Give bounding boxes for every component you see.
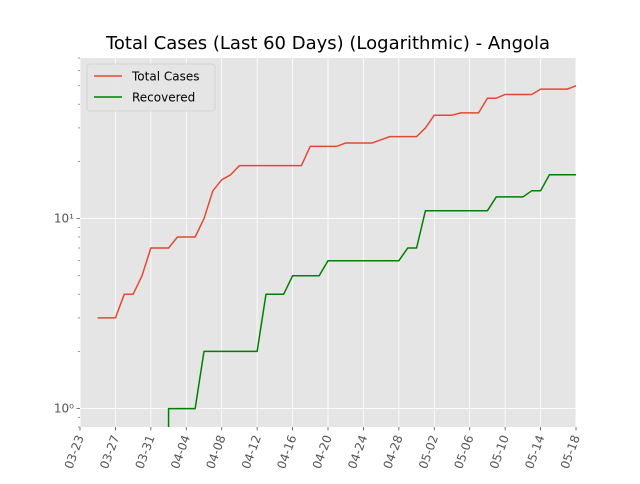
series-group bbox=[97, 84, 576, 427]
legend-label: Total Cases bbox=[131, 70, 199, 84]
x-tick-label: 05-06 bbox=[451, 433, 476, 471]
x-tick-label: 05-14 bbox=[522, 433, 547, 471]
y-tick-label: 10⁰ bbox=[54, 402, 74, 416]
x-tick-label: 04-24 bbox=[345, 433, 370, 471]
x-tick-label: 04-28 bbox=[381, 433, 406, 471]
x-tick-label: 04-20 bbox=[310, 433, 335, 471]
x-tick-label: 05-10 bbox=[487, 433, 512, 471]
legend-label: Recovered bbox=[132, 91, 195, 105]
x-tick-label: 03-31 bbox=[133, 433, 158, 471]
x-tick-label: 03-23 bbox=[62, 433, 87, 471]
grid bbox=[79, 58, 577, 427]
x-tick-label: 04-04 bbox=[168, 433, 193, 471]
x-tick-label: 05-02 bbox=[416, 433, 441, 471]
x-tick-label: 03-27 bbox=[97, 433, 122, 471]
x-axis: 03-23 03-27 03-31 04-04 04-08 04-12 04-16 04-20… bbox=[62, 427, 583, 471]
y-axis: 10⁰ 10¹ bbox=[54, 57, 80, 428]
x-tick-label: 04-08 bbox=[203, 433, 228, 471]
chart-title: Total Cases (Last 60 Days) (Logarithmic)… bbox=[105, 33, 550, 54]
x-tick-label: 05-18 bbox=[558, 433, 583, 471]
y-tick-label: 10¹ bbox=[54, 212, 74, 226]
series-line-recovered bbox=[167, 174, 576, 427]
x-tick-label: 04-16 bbox=[274, 433, 299, 471]
series-line-total-cases bbox=[97, 84, 576, 319]
legend: Total Cases Recovered bbox=[86, 63, 216, 112]
x-tick-label: 04-12 bbox=[239, 433, 264, 471]
